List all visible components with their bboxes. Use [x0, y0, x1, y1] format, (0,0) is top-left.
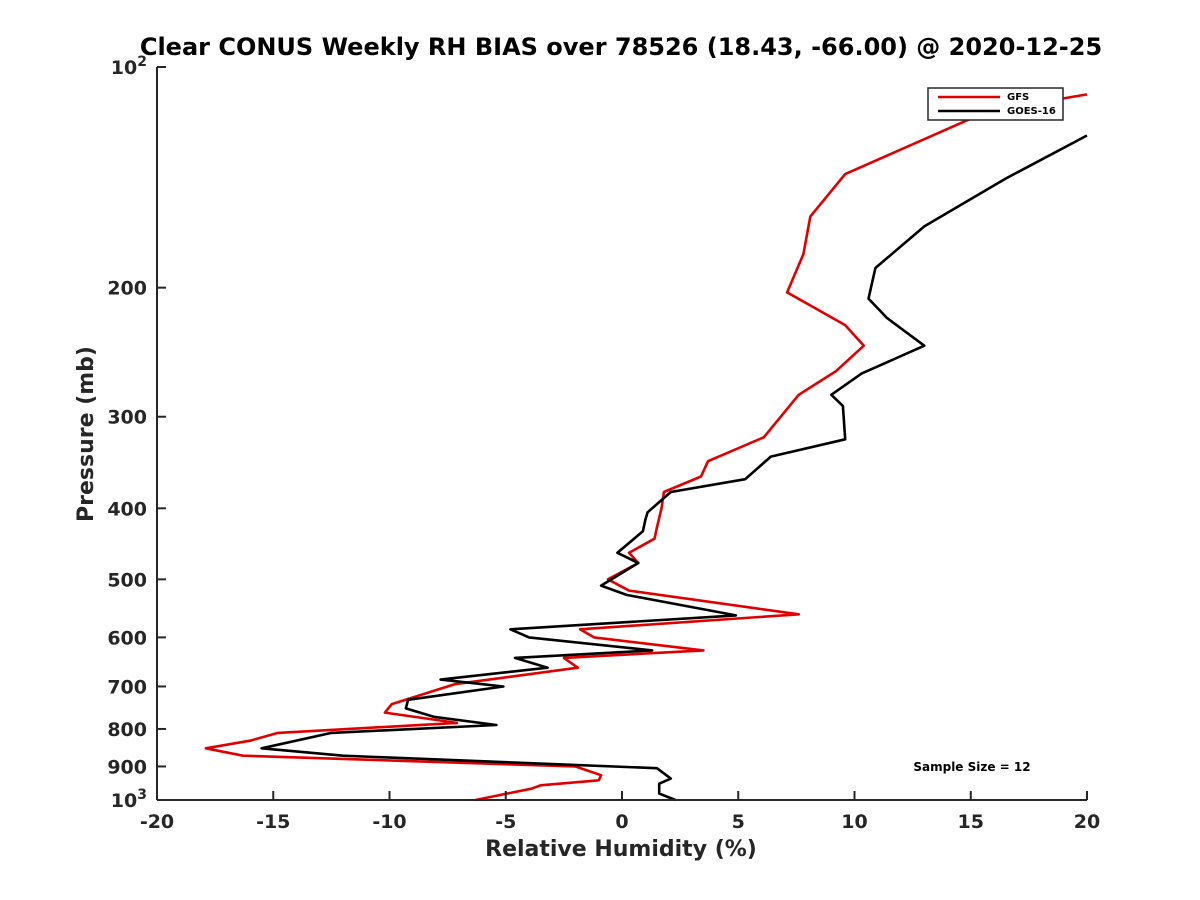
- y-tick-label: 800: [107, 719, 147, 741]
- x-tick-label: -10: [372, 811, 406, 833]
- series-line-goes16: [260, 134, 1088, 802]
- x-tick-label: 0: [615, 811, 628, 833]
- legend-label-gfs: GFS: [1007, 92, 1029, 103]
- x-tick-label: 15: [958, 811, 984, 833]
- x-tick-label: 5: [732, 811, 745, 833]
- y-tick-label: 102: [111, 54, 147, 79]
- series-line-gfs: [204, 93, 1088, 802]
- y-tick-label: 700: [107, 676, 147, 698]
- x-tick-label: -15: [256, 811, 290, 833]
- x-tick-label: -20: [140, 811, 174, 833]
- x-tick-label: -5: [495, 811, 516, 833]
- x-tick-label: 10: [841, 811, 867, 833]
- y-tick-label: 400: [107, 498, 147, 520]
- y-tick-label: 103: [111, 787, 147, 812]
- y-axis-label: Pressure (mb): [74, 346, 99, 522]
- y-tick-label: 500: [107, 569, 147, 591]
- x-axis-label: Relative Humidity (%): [485, 837, 757, 862]
- y-tick-label: 300: [107, 407, 147, 429]
- y-ticks: 102 200 300 400 500 600 700 800 900 103: [107, 54, 166, 812]
- legend: GFS GOES-16: [927, 87, 1064, 121]
- series-layer: [204, 93, 1088, 802]
- x-tick-label: 20: [1074, 811, 1100, 833]
- y-tick-label: 200: [107, 278, 147, 300]
- plot-area: -20 -15 -10 -5 0 5 10 15 20 102 200 300 400 500 600 70…: [107, 54, 1100, 833]
- sample-size-annotation: Sample Size = 12: [913, 760, 1030, 774]
- y-tick-label: 900: [107, 756, 147, 778]
- legend-box: [927, 87, 1064, 121]
- y-tick-label: 600: [107, 627, 147, 649]
- x-ticks: -20 -15 -10 -5 0 5 10 15 20: [140, 791, 1100, 833]
- legend-label-goes16: GOES-16: [1007, 106, 1056, 117]
- chart-title: Clear CONUS Weekly RH BIAS over 78526 (1…: [140, 33, 1102, 61]
